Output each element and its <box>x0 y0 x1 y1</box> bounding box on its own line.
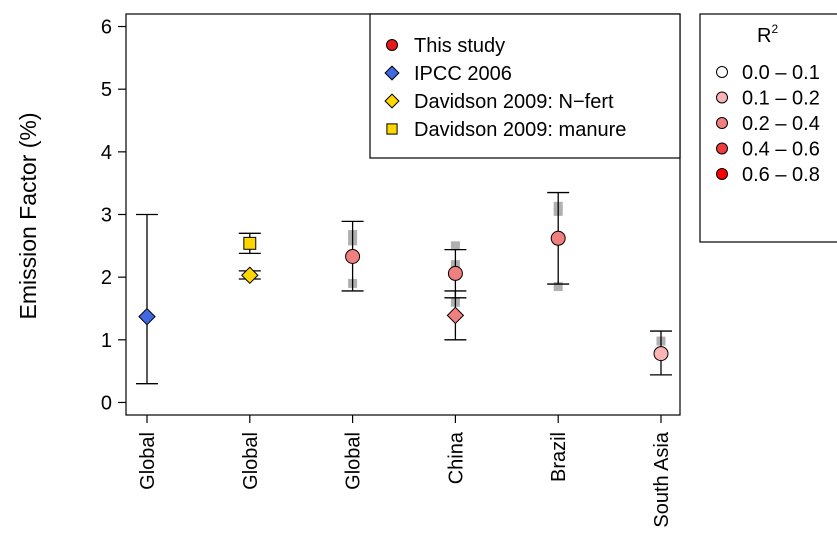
legend: This study IPCC 2006 Davidson 2009: N−fert… <box>369 13 681 159</box>
legend-marker <box>386 39 398 51</box>
background-point <box>553 282 563 292</box>
legend-label: Davidson 2009: N−fert <box>414 91 614 113</box>
legend-label: Davidson 2009: manure <box>414 119 626 141</box>
x-tick-label: South Asia <box>651 431 673 528</box>
r2-legend-label: 0.2 – 0.4 <box>742 113 820 135</box>
data-point <box>345 248 361 264</box>
r2-legend-label: 0.1 – 0.2 <box>742 88 820 110</box>
y-tick-label: 0 <box>101 392 112 414</box>
y-tick-label: 3 <box>101 205 112 227</box>
background-point <box>450 241 460 251</box>
r2-legend-label: 0.6 – 0.8 <box>742 164 820 186</box>
legend-label: IPCC 2006 <box>414 63 512 85</box>
x-axis: Global Global Global China Brazil South Asia <box>137 415 673 528</box>
data-point <box>446 306 465 325</box>
x-tick-label: Global <box>137 432 159 490</box>
r2-legend-marker <box>716 66 728 78</box>
data-point <box>653 346 669 362</box>
y-tick-label: 2 <box>101 267 112 289</box>
background-points <box>348 201 666 346</box>
data-point <box>138 307 156 326</box>
r2-legend-title: R2 <box>757 22 778 47</box>
y-axis-label: Emission Factor (%) <box>15 112 41 319</box>
y-tick-label: 5 <box>101 79 112 101</box>
x-tick-label: Global <box>240 432 262 490</box>
y-tick-label: 6 <box>101 17 112 39</box>
data-point <box>550 230 566 246</box>
legend-box <box>369 13 681 159</box>
x-tick-label: Brazil <box>548 432 570 482</box>
r2-legend-marker <box>716 142 728 155</box>
y-axis: 0 1 2 3 4 5 6 <box>101 17 126 414</box>
r2-legend-marker <box>716 168 728 180</box>
r2-legend: R2 0.0 – 0.1 0.1 – 0.2 0.2 – 0.4 0.4 – 0.6 0… <box>699 13 837 243</box>
data-point <box>241 266 259 285</box>
data-point <box>447 265 463 281</box>
r2-legend-label: 0.0 – 0.1 <box>742 62 820 84</box>
legend-label: This study <box>414 35 505 57</box>
legend-marker <box>386 123 398 135</box>
r2-legend-label: 0.4 – 0.6 <box>742 139 820 161</box>
legend-marker <box>384 93 400 109</box>
data-series <box>136 191 672 385</box>
y-tick-label: 4 <box>101 142 112 164</box>
x-tick-label: Global <box>343 432 365 490</box>
data-point <box>243 236 257 250</box>
legend-marker <box>384 65 400 81</box>
r2-legend-marker <box>716 91 728 104</box>
y-tick-label: 1 <box>101 330 112 352</box>
x-tick-label: China <box>445 431 467 484</box>
r2-legend-marker <box>716 117 728 129</box>
